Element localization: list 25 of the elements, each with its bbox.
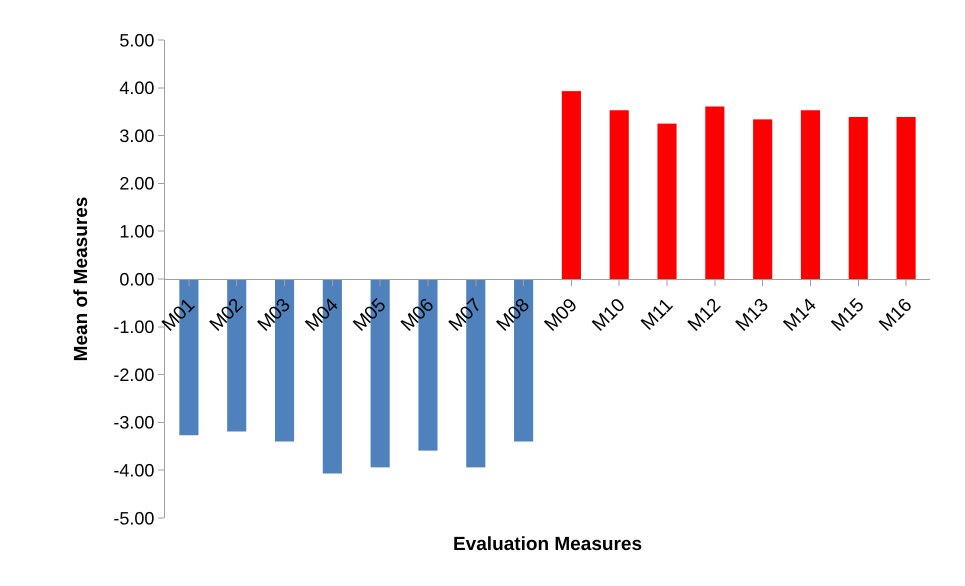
x-tick-label: M11 [637,294,678,335]
y-tick-label: -1.00 [113,317,154,338]
bar [896,116,916,279]
y-tick-label: 1.00 [119,222,154,242]
y-tick-label: -5.00 [113,508,154,528]
y-axis-title: Mean of Measures [71,196,92,362]
bar [562,91,581,279]
x-tick-label: M10 [588,294,630,336]
bar [610,110,629,279]
y-tick-label: 5.00 [119,30,154,50]
y-tick-label: -4.00 [113,460,154,480]
bar [753,119,772,279]
bar [657,124,677,279]
x-axis-title: Evaluation Measures [453,534,642,555]
bar [705,106,724,279]
x-tick-label: M09 [540,294,582,336]
bar [800,110,820,279]
y-tick-label: 4.00 [119,78,154,98]
y-tick-label: 2.00 [119,174,154,194]
bar [848,116,868,279]
y-tick-label: 0.00 [119,269,154,290]
y-tick-label: -3.00 [113,412,154,433]
y-tick-label: -2.00 [113,364,154,385]
x-tick-label: M01 [158,294,200,336]
y-tick-label: 3.00 [119,126,154,146]
